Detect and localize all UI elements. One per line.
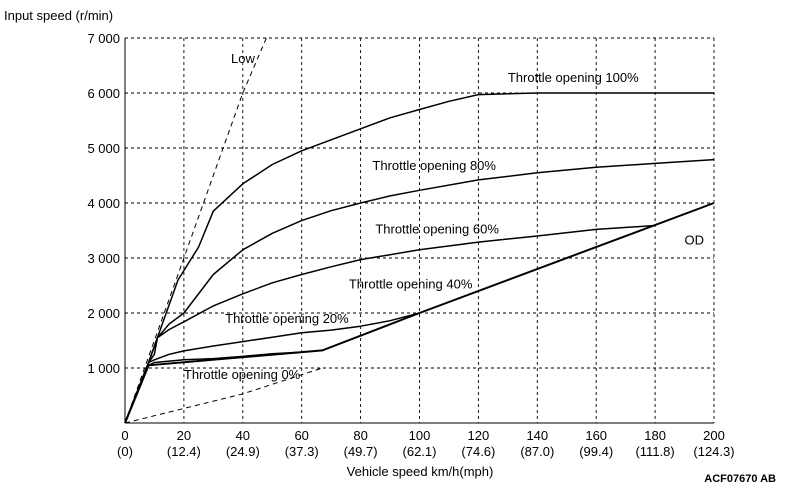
- series-throttle-opening-40: [124, 312, 420, 424]
- y-tick-label: 3 000: [87, 251, 120, 266]
- x-tick-sublabel: (37.3): [285, 444, 319, 459]
- annotation-throttle-opening-80: Throttle opening 80%: [372, 158, 496, 173]
- annotations: Low Throttle opening 100% Throttle opening…: [184, 51, 704, 382]
- tick-labels: 0(0)20(12.4)40(24.9)60(37.3)80(49.7)100(…: [87, 31, 734, 459]
- annotation-throttle-opening-60: Throttle opening 60%: [375, 221, 499, 236]
- x-tick-sublabel: (111.8): [635, 444, 674, 459]
- x-tick-label: 40: [236, 428, 250, 443]
- x-tick-label: 0: [121, 428, 128, 443]
- y-tick-label: 5 000: [87, 141, 120, 156]
- annotation-od: OD: [685, 232, 705, 247]
- x-tick-label: 60: [294, 428, 308, 443]
- x-tick-label: 120: [468, 428, 490, 443]
- annotation-low: Low: [231, 51, 255, 66]
- x-tick-label: 160: [585, 428, 607, 443]
- annotation-throttle-opening-0: Throttle opening 0%: [184, 367, 301, 382]
- y-tick-label: 1 000: [87, 361, 120, 376]
- x-tick-label: 200: [703, 428, 725, 443]
- y-tick-label: 7 000: [87, 31, 120, 46]
- x-tick-sublabel: (49.7): [344, 444, 378, 459]
- x-tick-sublabel: (87.0): [520, 444, 554, 459]
- x-tick-sublabel: (24.9): [226, 444, 260, 459]
- x-tick-sublabel: (124.3): [693, 444, 734, 459]
- series-low: [124, 37, 267, 424]
- series-throttle-opening-80: [124, 158, 715, 424]
- y-tick-label: 4 000: [87, 196, 120, 211]
- y-axis-title: Input speed (r/min): [4, 8, 113, 23]
- x-tick-label: 80: [353, 428, 367, 443]
- x-tick-sublabel: (99.4): [579, 444, 613, 459]
- figure-id: ACF07670 AB: [704, 473, 776, 485]
- annotation-throttle-opening-100: Throttle opening 100%: [508, 70, 639, 85]
- y-tick-label: 2 000: [87, 306, 120, 321]
- annotation-throttle-opening-40: Throttle opening 40%: [349, 276, 473, 291]
- series-lines: [124, 37, 715, 424]
- x-tick-label: 20: [177, 428, 191, 443]
- annotation-throttle-opening-20: Throttle opening 20%: [225, 311, 349, 326]
- x-tick-sublabel: (0): [117, 444, 133, 459]
- series-throttle-opening-100: [124, 92, 714, 424]
- y-tick-label: 6 000: [87, 86, 120, 101]
- x-axis-title: Vehicle speed km/h(mph): [347, 464, 494, 479]
- series-throttle-opening-20: [124, 349, 323, 424]
- x-tick-label: 100: [409, 428, 431, 443]
- x-tick-label: 140: [526, 428, 548, 443]
- series-throttle-opening-0: [124, 367, 323, 424]
- x-tick-sublabel: (12.4): [167, 444, 201, 459]
- x-tick-sublabel: (74.6): [461, 444, 495, 459]
- x-tick-label: 180: [644, 428, 666, 443]
- grid: [124, 37, 715, 424]
- x-tick-sublabel: (62.1): [403, 444, 437, 459]
